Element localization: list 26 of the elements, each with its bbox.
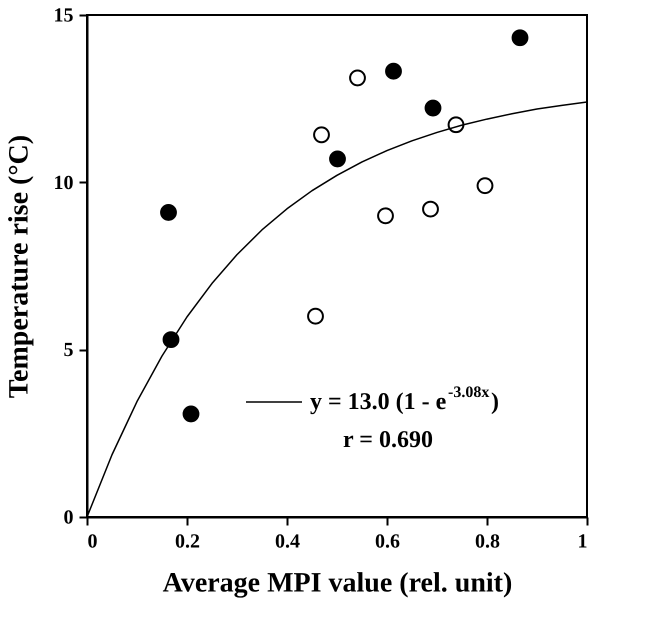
point — [329, 150, 346, 168]
x-tick-label: 0 — [88, 530, 98, 552]
annotation: r = 0.690 — [343, 427, 433, 453]
y-tick-label: 0 — [64, 506, 74, 528]
point — [160, 204, 177, 221]
y-axis-title: Temperature rise (°C) — [4, 134, 34, 398]
point — [162, 331, 180, 348]
x-axis-title: Average MPI value (rel. unit) — [162, 568, 512, 598]
point — [182, 406, 200, 422]
point — [385, 62, 402, 80]
point — [313, 126, 330, 144]
x-tick-label: 0.2 — [175, 530, 200, 552]
point — [349, 70, 366, 86]
y-tick-label: 15 — [54, 4, 74, 26]
point — [377, 207, 394, 224]
point — [307, 308, 324, 325]
x-tick-label: 0.6 — [375, 530, 400, 552]
y-tick-label: 5 — [64, 339, 74, 362]
point — [476, 177, 494, 194]
point — [422, 200, 439, 218]
point — [424, 100, 442, 116]
x-tick-label: 1 — [578, 530, 588, 552]
x-tick-label: 0.4 — [275, 530, 300, 552]
point — [512, 29, 528, 46]
y-tick-label: 10 — [54, 172, 74, 194]
x-tick-label: 0.8 — [475, 530, 500, 552]
